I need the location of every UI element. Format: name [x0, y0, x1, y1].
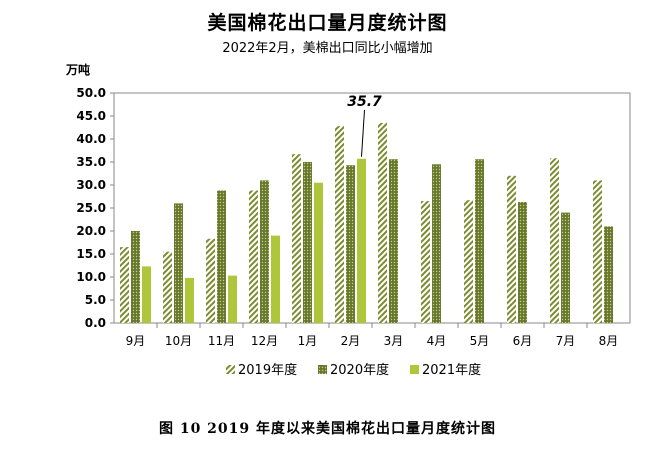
y-tick-label: 10.0	[76, 270, 106, 284]
bar-2019年度-11月	[206, 238, 215, 323]
y-tick-label: 35.0	[76, 155, 106, 169]
y-tick-label: 0.0	[85, 316, 106, 330]
x-tick-label: 3月	[384, 334, 404, 348]
x-tick-label: 4月	[427, 334, 447, 348]
y-tick-label: 40.0	[76, 132, 106, 146]
annotation-leader	[361, 109, 365, 157]
bar-2020年度-1月	[303, 162, 312, 323]
legend-swatch-2021年度	[410, 365, 419, 374]
bar-2021年度-2月	[357, 158, 366, 323]
legend-label-2019年度: 2019年度	[238, 362, 297, 378]
y-tick-label: 20.0	[76, 224, 106, 238]
chart-title: 美国棉花出口量月度统计图	[207, 12, 448, 34]
x-tick-label: 12月	[251, 334, 278, 348]
bar-2021年度-11月	[228, 275, 237, 323]
x-tick-label: 11月	[208, 334, 235, 348]
legend-swatch-2020年度	[318, 365, 327, 374]
y-tick-label: 50.0	[76, 86, 106, 100]
bar-2020年度-3月	[389, 159, 398, 323]
bar-2021年度-10月	[185, 277, 194, 323]
y-tick-label: 15.0	[76, 247, 106, 261]
bar-2019年度-12月	[249, 190, 258, 323]
bar-2019年度-8月	[593, 180, 602, 323]
x-tick-label: 6月	[513, 334, 533, 348]
bar-2019年度-2月	[335, 126, 344, 324]
bar-2020年度-4月	[432, 164, 441, 323]
legend-swatch-2019年度	[226, 365, 235, 374]
x-tick-label: 8月	[599, 334, 619, 348]
bar-2019年度-10月	[163, 251, 172, 323]
x-tick-label: 10月	[165, 334, 192, 348]
x-tick-label: 7月	[556, 334, 576, 348]
bar-2021年度-1月	[314, 182, 323, 323]
bar-2020年度-8月	[604, 226, 613, 323]
y-tick-label: 45.0	[76, 109, 106, 123]
bar-2020年度-12月	[260, 180, 269, 323]
bar-2020年度-5月	[475, 159, 484, 323]
x-tick-label: 1月	[298, 334, 318, 348]
legend-label-2020年度: 2020年度	[330, 362, 389, 378]
x-tick-label: 5月	[470, 334, 490, 348]
bar-2020年度-6月	[518, 202, 527, 323]
y-tick-label: 5.0	[85, 293, 106, 307]
legend-label-2021年度: 2021年度	[422, 362, 481, 378]
y-tick-label: 25.0	[76, 201, 106, 215]
y-axis-label: 万吨	[65, 62, 90, 77]
bar-2020年度-2月	[346, 165, 355, 323]
bar-2020年度-10月	[174, 203, 183, 323]
figure-caption: 图 10 2019 年度以来美国棉花出口量月度统计图	[158, 421, 497, 437]
bar-2021年度-9月	[142, 266, 151, 323]
bar-2020年度-11月	[217, 190, 226, 323]
bar-2019年度-3月	[378, 122, 387, 324]
x-tick-label: 2月	[341, 334, 361, 348]
bar-2019年度-9月	[120, 247, 129, 323]
chart-subtitle: 2022年2月，美棉出口同比小幅增加	[222, 41, 433, 56]
bar-2019年度-4月	[421, 201, 430, 323]
bar-2020年度-9月	[131, 231, 140, 323]
y-tick-label: 30.0	[76, 178, 106, 192]
bar-2019年度-6月	[507, 175, 516, 323]
bar-2020年度-7月	[561, 212, 570, 323]
bar-2019年度-5月	[464, 200, 473, 323]
x-tick-label: 9月	[126, 334, 146, 348]
bar-2019年度-1月	[292, 154, 301, 323]
bar-2021年度-12月	[271, 235, 280, 323]
bar-2019年度-7月	[550, 158, 559, 323]
annotation-label: 35.7	[347, 94, 382, 110]
